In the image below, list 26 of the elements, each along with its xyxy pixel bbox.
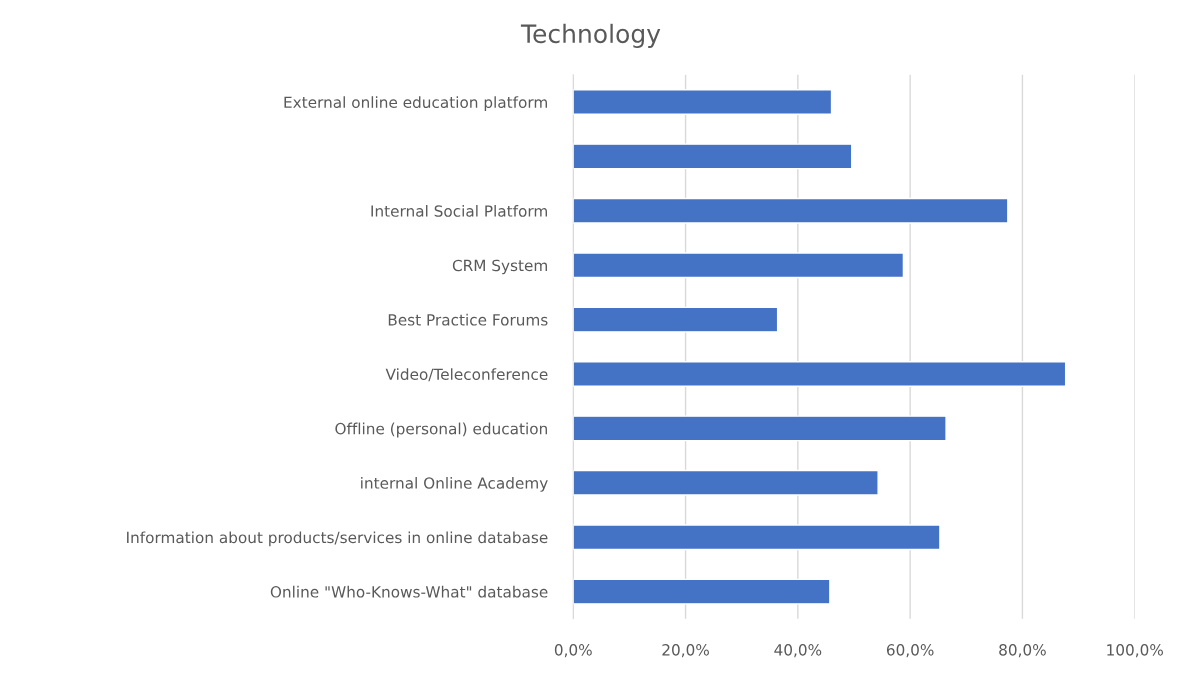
- bar: [573, 578, 831, 605]
- bar: [573, 469, 879, 496]
- y-tick-label: Offline (personal) education: [335, 422, 547, 438]
- y-tick-label: CRM System: [452, 259, 547, 275]
- bar: [573, 252, 905, 279]
- y-tick-label: Online "Who-Knows-What" database: [270, 585, 548, 598]
- x-tick-label: 20,0%: [662, 644, 709, 658]
- bar: [573, 143, 853, 170]
- y-tick-label: Information about products/services in online database: [127, 531, 548, 547]
- bar: [573, 524, 941, 551]
- y-tick-label: External online education platform: [284, 96, 547, 111]
- x-tick-label: 80,0%: [999, 644, 1046, 658]
- x-tick-label: 60,0%: [886, 644, 934, 658]
- chart-title: Technology: [520, 23, 661, 48]
- bar: [573, 306, 779, 333]
- bar: [573, 197, 1009, 224]
- bar: [573, 415, 947, 442]
- y-tick-label: Best Practice Forums: [388, 313, 548, 326]
- x-tick-label: 0,0%: [554, 644, 592, 658]
- bar: [573, 89, 833, 115]
- x-tick-label: 100,0%: [1107, 644, 1163, 658]
- y-tick-label: Internal Social Platform: [371, 205, 547, 217]
- x-tick-label: 40,0%: [774, 644, 822, 658]
- y-tick-label: internal Online Academy: [361, 477, 548, 492]
- bar: [573, 361, 1067, 387]
- y-tick-label: Video/Teleconference: [385, 368, 548, 382]
